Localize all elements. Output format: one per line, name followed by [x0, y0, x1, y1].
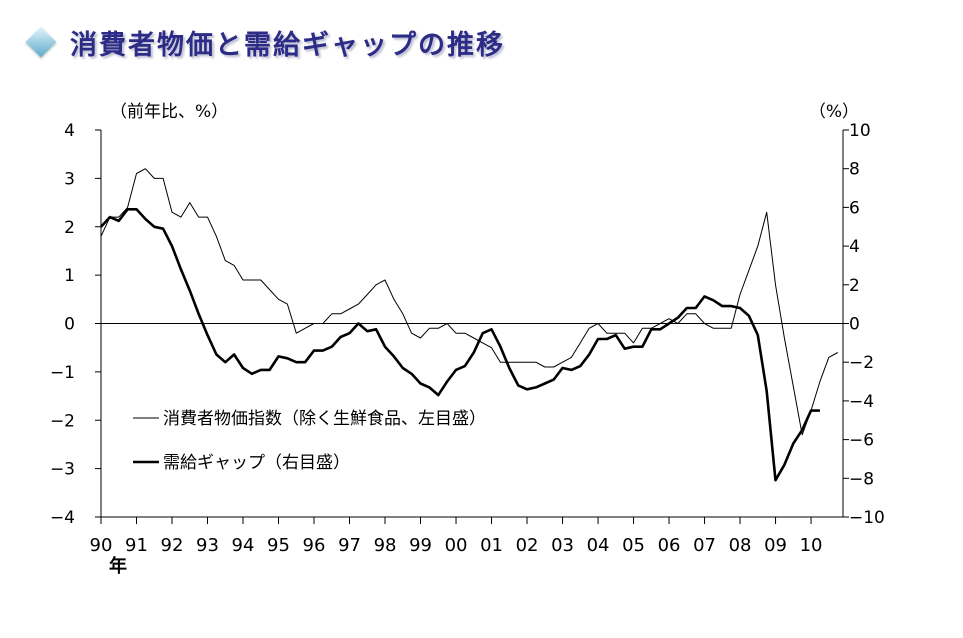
demand-supply-gap-line — [100, 208, 820, 482]
x-tick-label: 10 — [800, 535, 823, 556]
left-y-tick-label: 3 — [64, 169, 75, 189]
left-axis-unit-label: （前年比、%） — [110, 102, 228, 122]
legend-label: 消費者物価指数（除く生鮮食品、左目盛） — [163, 409, 486, 429]
left-y-tick-label: 1 — [64, 266, 75, 286]
title-banner: 消費者物価と需給ギャップの推移 — [22, 22, 505, 62]
x-tick-label: 99 — [409, 535, 432, 556]
x-axis-year-label: 年 — [109, 555, 127, 577]
right-y-tick-label: 2 — [849, 276, 860, 296]
right-y-tick-label: 0 — [849, 315, 860, 335]
right-y-tick-label: 6 — [849, 198, 860, 218]
chart-series-layer — [100, 168, 838, 482]
left-y-tick-label: −4 — [50, 508, 75, 528]
chart-legend: 消費者物価指数（除く生鮮食品、左目盛） 需給ギャップ（右目盛） — [133, 409, 486, 473]
x-tick-label: 04 — [587, 535, 610, 556]
right-y-tick-label: 10 — [849, 121, 871, 141]
x-tick-label: 07 — [693, 535, 716, 556]
x-tick-label: 98 — [374, 535, 397, 556]
left-y-tick-label: 0 — [64, 315, 75, 335]
page-title: 消費者物価と需給ギャップの推移 — [70, 29, 505, 61]
legend-label: 需給ギャップ（右目盛） — [163, 453, 350, 473]
left-y-tick-label: −2 — [50, 411, 75, 431]
x-tick-label: 91 — [125, 535, 148, 556]
x-tick-label: 03 — [551, 535, 574, 556]
right-y-tick-label: 8 — [849, 160, 860, 180]
x-tick-label: 05 — [622, 535, 645, 556]
x-tick-label: 92 — [161, 535, 184, 556]
right-y-tick-label: −8 — [849, 469, 874, 489]
left-y-tick-label: −3 — [50, 460, 75, 480]
x-tick-label: 90 — [90, 535, 113, 556]
x-tick-label: 97 — [338, 535, 361, 556]
left-y-tick-label: 2 — [64, 218, 75, 238]
left-y-tick-label: −1 — [50, 363, 75, 383]
x-tick-label: 06 — [658, 535, 681, 556]
right-y-tick-label: −4 — [849, 392, 874, 412]
x-tick-label: 94 — [232, 535, 255, 556]
x-tick-label: 08 — [729, 535, 752, 556]
x-tick-label: 02 — [516, 535, 539, 556]
x-tick-label: 00 — [445, 535, 468, 556]
cpi-line — [100, 168, 838, 436]
right-y-tick-label: 4 — [849, 237, 860, 257]
left-y-tick-label: 4 — [64, 121, 75, 141]
right-y-tick-label: −2 — [849, 353, 874, 373]
x-tick-label: 96 — [303, 535, 326, 556]
x-tick-label: 01 — [480, 535, 503, 556]
x-tick-label: 09 — [764, 535, 787, 556]
x-tick-label: 93 — [196, 535, 219, 556]
right-axis-unit-label: （%） — [809, 102, 859, 122]
right-y-tick-label: −10 — [849, 508, 885, 528]
right-y-tick-label: −6 — [849, 431, 874, 451]
x-tick-label: 95 — [267, 535, 290, 556]
